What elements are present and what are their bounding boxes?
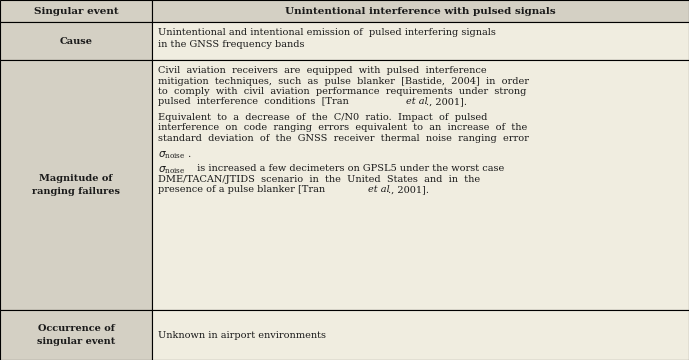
Text: interference  on  code  ranging  errors  equivalent  to  an  increase  of  the: interference on code ranging errors equi… xyxy=(158,123,527,132)
Text: ., 2001].: ., 2001]. xyxy=(388,185,429,194)
Text: Cause: Cause xyxy=(59,36,92,45)
Bar xyxy=(0,310,152,360)
Bar xyxy=(152,60,689,310)
Bar xyxy=(0,22,152,60)
Text: Singular event: Singular event xyxy=(34,6,119,15)
Bar xyxy=(152,22,689,60)
Text: mitigation  techniques,  such  as  pulse  blanker  [Bastide,  2004]  in  order: mitigation techniques, such as pulse bla… xyxy=(158,77,529,85)
Text: Unknown in airport environments: Unknown in airport environments xyxy=(158,330,326,339)
Text: is increased a few decimeters on GPSL5 under the worst case: is increased a few decimeters on GPSL5 u… xyxy=(194,164,504,173)
Text: Unintentional and intentional emission of  pulsed interfering signals
in the GNS: Unintentional and intentional emission o… xyxy=(158,28,496,49)
Text: $\sigma_{\mathregular{noise}}$: $\sigma_{\mathregular{noise}}$ xyxy=(158,164,185,176)
Bar xyxy=(0,60,152,310)
Text: $\sigma_{\mathregular{noise}}$ .: $\sigma_{\mathregular{noise}}$ . xyxy=(158,149,192,161)
Bar xyxy=(152,310,689,360)
Text: Unintentional interference with pulsed signals: Unintentional interference with pulsed s… xyxy=(285,6,555,15)
Bar xyxy=(152,0,689,22)
Text: pulsed  interference  conditions  [Tran: pulsed interference conditions [Tran xyxy=(158,98,352,107)
Text: Civil  aviation  receivers  are  equipped  with  pulsed  interference: Civil aviation receivers are equipped wi… xyxy=(158,66,486,75)
Text: ., 2001].: ., 2001]. xyxy=(426,98,467,107)
Text: et al: et al xyxy=(406,98,428,107)
Text: Occurrence of
singular event: Occurrence of singular event xyxy=(37,324,115,346)
Text: to  comply  with  civil  aviation  performance  requirements  under  strong: to comply with civil aviation performanc… xyxy=(158,87,526,96)
Text: DME/TACAN/JTIDS  scenario  in  the  United  States  and  in  the: DME/TACAN/JTIDS scenario in the United S… xyxy=(158,175,480,184)
Text: et al: et al xyxy=(368,185,390,194)
Text: standard  deviation  of  the  GNSS  receiver  thermal  noise  ranging  error: standard deviation of the GNSS receiver … xyxy=(158,134,529,143)
Bar xyxy=(0,0,152,22)
Text: Magnitude of
ranging failures: Magnitude of ranging failures xyxy=(32,174,120,196)
Text: Equivalent  to  a  decrease  of  the  C/N0  ratio.  Impact  of  pulsed: Equivalent to a decrease of the C/N0 rat… xyxy=(158,113,487,122)
Text: presence of a pulse blanker [Tran: presence of a pulse blanker [Tran xyxy=(158,185,328,194)
